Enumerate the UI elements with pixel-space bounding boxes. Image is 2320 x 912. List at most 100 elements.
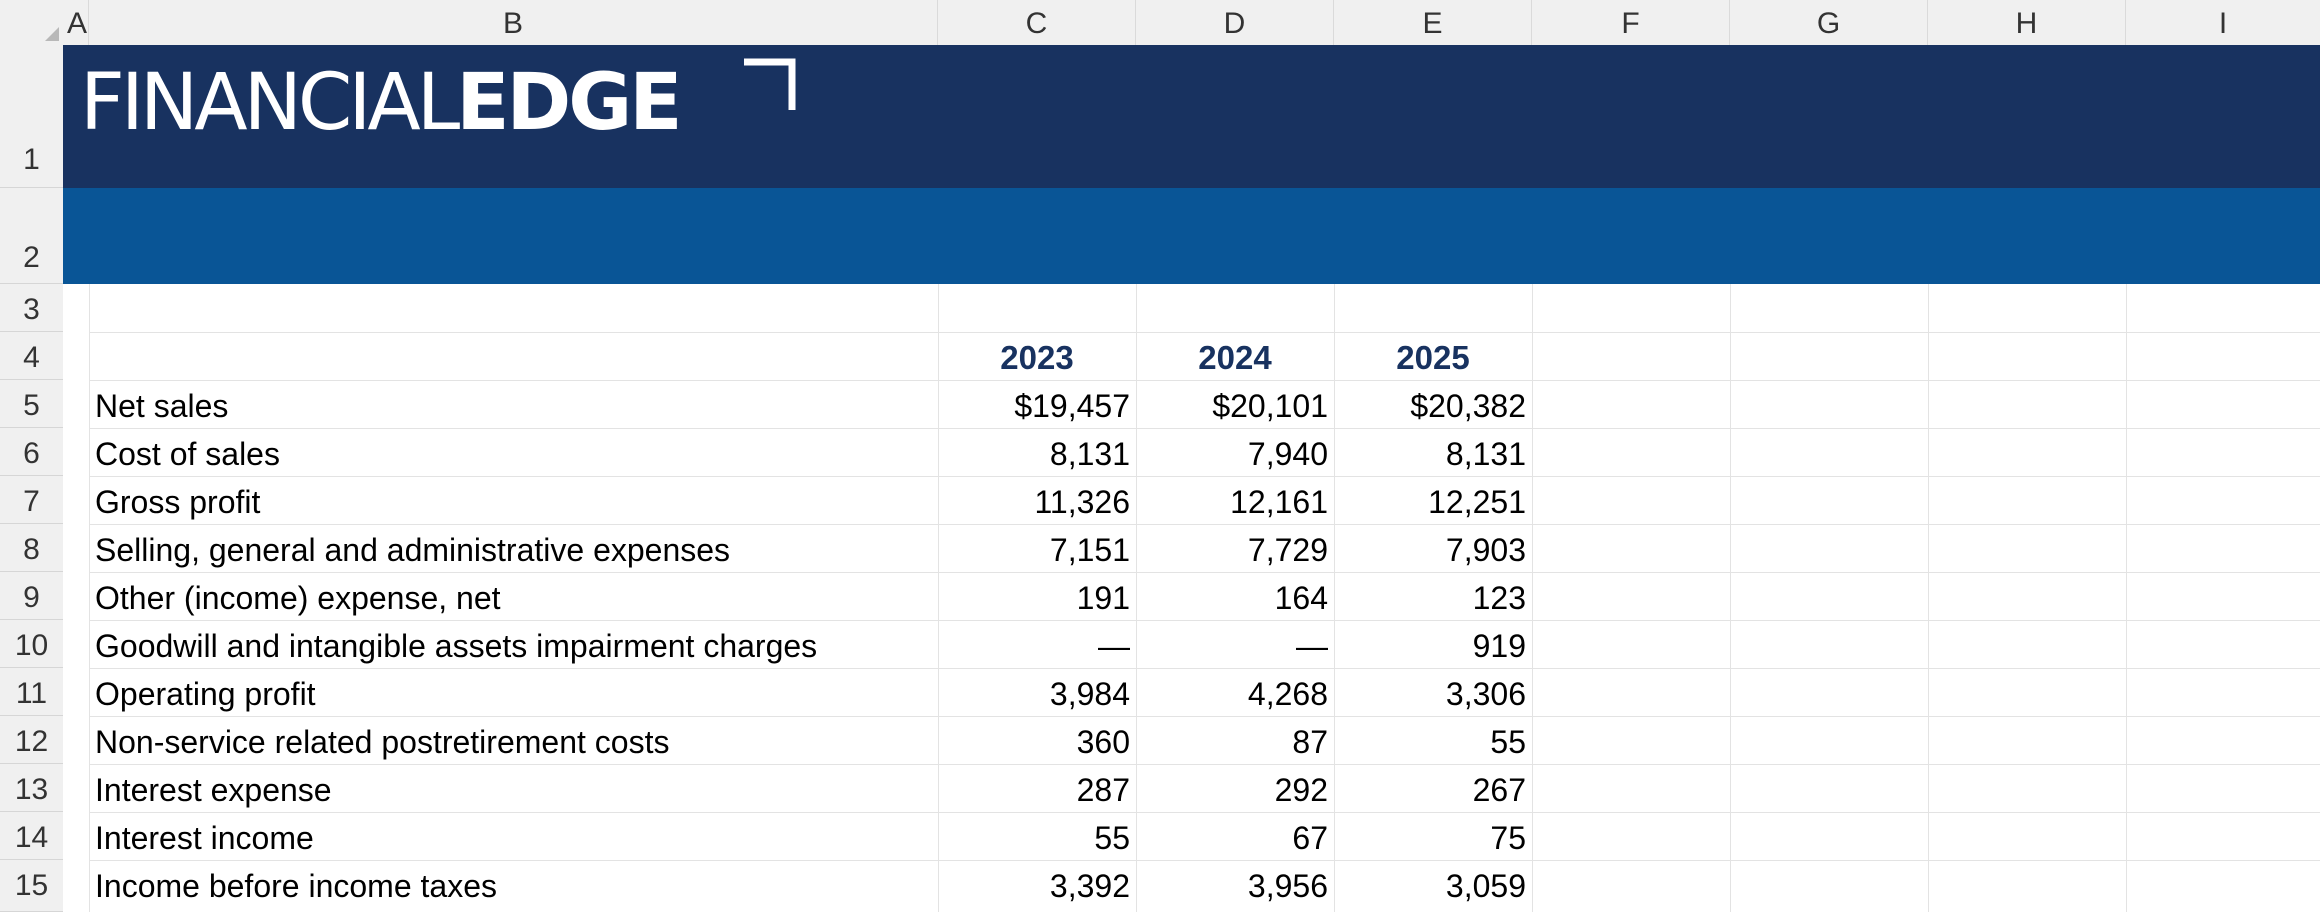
gridline — [1928, 284, 1929, 912]
row-header-15[interactable]: 15 — [0, 860, 63, 912]
financial-edge-logo: FINANCIALEDGE — [80, 58, 796, 148]
row-header-13[interactable]: 13 — [0, 764, 63, 812]
row-label-sga-expenses[interactable]: Selling, general and administrative expe… — [95, 532, 731, 568]
gridline — [89, 764, 2320, 765]
row-header-12[interactable]: 12 — [0, 716, 63, 764]
column-header-g[interactable]: G — [1730, 0, 1928, 45]
row-header-2[interactable]: 2 — [0, 188, 63, 284]
select-all-corner[interactable] — [0, 0, 63, 45]
row-label-other-expense[interactable]: Other (income) expense, net — [95, 580, 501, 616]
cell-value[interactable]: 7,729 — [1247, 532, 1328, 568]
cell-value[interactable]: 3,392 — [1049, 868, 1130, 904]
cell-value[interactable]: 3,306 — [1445, 676, 1526, 712]
header-banner — [63, 45, 2320, 188]
row-label-interest-income[interactable]: Interest income — [95, 820, 314, 856]
column-header-d[interactable]: D — [1136, 0, 1334, 45]
cell-value[interactable]: 292 — [1274, 772, 1328, 808]
cell-value[interactable]: 123 — [1472, 580, 1526, 616]
row-header-8[interactable]: 8 — [0, 524, 63, 572]
cell-value[interactable]: 7,151 — [1049, 532, 1130, 568]
cell-value[interactable]: 8,131 — [1049, 436, 1130, 472]
column-header-h[interactable]: H — [1928, 0, 2126, 45]
cell-value[interactable]: 919 — [1472, 628, 1526, 664]
subheader-banner — [63, 188, 2320, 284]
year-header-2024[interactable]: 2024 — [1198, 339, 1272, 376]
cell-value[interactable]: 12,251 — [1428, 484, 1526, 520]
row-header-7[interactable]: 7 — [0, 476, 63, 524]
logo-corner-mark-icon — [744, 58, 796, 110]
row-header-1[interactable]: 1 — [0, 45, 63, 188]
cell-value[interactable]: 55 — [1094, 820, 1130, 856]
select-all-icon — [45, 27, 59, 41]
cell-value[interactable]: 55 — [1490, 724, 1526, 760]
gridline — [1532, 284, 1533, 912]
row-header-3[interactable]: 3 — [0, 284, 63, 332]
cell-value[interactable]: 12,161 — [1230, 484, 1328, 520]
row-label-impairment-charges[interactable]: Goodwill and intangible assets impairmen… — [95, 628, 818, 664]
gridline — [89, 860, 2320, 861]
column-header-e[interactable]: E — [1334, 0, 1532, 45]
column-header-i[interactable]: I — [2218, 7, 2228, 40]
cell-value[interactable]: 75 — [1490, 820, 1526, 856]
gridline — [89, 332, 2320, 333]
row-header-9[interactable]: 9 — [0, 572, 63, 620]
gridline — [89, 812, 2320, 813]
cell-value[interactable]: 8,131 — [1445, 436, 1526, 472]
gridline — [1136, 284, 1137, 912]
cell-value[interactable]: 7,940 — [1247, 436, 1328, 472]
gridline — [89, 668, 2320, 669]
row-header-14[interactable]: 14 — [0, 812, 63, 860]
cell-value[interactable]: 267 — [1472, 772, 1526, 808]
row-label-cost-of-sales[interactable]: Cost of sales — [95, 436, 280, 472]
cell-value[interactable]: 67 — [1292, 820, 1328, 856]
logo-text-bold: EDGE — [456, 58, 682, 148]
cell-value[interactable]: 3,059 — [1445, 868, 1526, 904]
column-header-c[interactable]: C — [938, 0, 1136, 45]
cell-value[interactable]: 287 — [1076, 772, 1130, 808]
cell-value[interactable]: $20,101 — [1212, 388, 1328, 424]
year-header-2023[interactable]: 2023 — [1000, 339, 1074, 376]
gridline — [89, 380, 2320, 381]
row-label-gross-profit[interactable]: Gross profit — [95, 484, 261, 520]
gridline — [89, 620, 2320, 621]
gridline — [2126, 284, 2127, 912]
cell-value[interactable]: 3,956 — [1247, 868, 1328, 904]
row-header-6[interactable]: 6 — [0, 428, 63, 476]
row-header-10[interactable]: 10 — [0, 620, 63, 668]
column-header-f[interactable]: F — [1532, 0, 1730, 45]
row-header-11[interactable]: 11 — [0, 668, 63, 716]
cell-value[interactable]: 4,268 — [1247, 676, 1328, 712]
gridline — [1730, 284, 1731, 912]
gridline — [938, 284, 939, 912]
cell-value[interactable]: 3,984 — [1049, 676, 1130, 712]
row-header-5[interactable]: 5 — [0, 380, 63, 428]
logo-text-light: FINANCIAL — [80, 58, 460, 148]
cell-value[interactable]: $20,382 — [1410, 388, 1526, 424]
cell-value[interactable]: 11,326 — [1034, 484, 1131, 520]
column-header-b[interactable]: B — [89, 0, 938, 45]
cell-value[interactable]: 360 — [1076, 724, 1130, 760]
cell-value[interactable]: 164 — [1274, 580, 1328, 616]
gridline — [89, 524, 2320, 525]
gridline — [89, 476, 2320, 477]
cell-value[interactable]: $19,457 — [1014, 388, 1130, 424]
gridline — [89, 572, 2320, 573]
gridline — [1334, 284, 1335, 912]
gridline — [89, 284, 90, 912]
gridline — [89, 428, 2320, 429]
row-label-net-sales[interactable]: Net sales — [95, 388, 229, 424]
cell-value[interactable]: — — [1098, 628, 1130, 664]
row-label-postretirement-costs[interactable]: Non-service related postretirement costs — [95, 724, 670, 760]
row-label-interest-expense[interactable]: Interest expense — [95, 772, 332, 808]
row-label-income-before-taxes[interactable]: Income before income taxes — [95, 868, 497, 904]
column-header-a[interactable]: A — [63, 0, 89, 45]
cell-value[interactable]: — — [1296, 628, 1328, 664]
year-header-2025[interactable]: 2025 — [1396, 339, 1470, 376]
cell-value[interactable]: 191 — [1076, 580, 1130, 616]
cell-value[interactable]: 87 — [1292, 724, 1328, 760]
gridline — [89, 716, 2320, 717]
row-header-4[interactable]: 4 — [0, 332, 63, 380]
cell-value[interactable]: 7,903 — [1445, 532, 1526, 568]
row-label-operating-profit[interactable]: Operating profit — [95, 676, 316, 712]
